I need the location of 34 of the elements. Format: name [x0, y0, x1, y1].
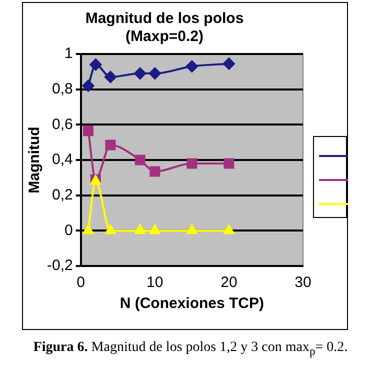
text: Figura 6. Magnitud de los polos 1,2 y 3 con max$_{p}$= 0.2. [32, 340, 349, 358]
y-tick-label: 0 [64, 222, 73, 239]
point [104, 70, 116, 83]
point [150, 224, 160, 234]
point [150, 166, 160, 177]
point [224, 158, 234, 169]
point [222, 58, 235, 70]
point [90, 58, 102, 71]
point [186, 158, 198, 169]
point [105, 140, 116, 150]
x-axis-title: N (Conexiones TCP) [120, 295, 264, 312]
point [83, 126, 94, 136]
y-tick-label: 0,2 [52, 186, 73, 204]
point [134, 154, 146, 166]
x-tick-label: 20 [220, 274, 238, 292]
point [148, 67, 161, 80]
point [82, 224, 94, 234]
y-tick-label: -0,2 [46, 257, 73, 274]
point [105, 224, 116, 234]
chart-title: Magnitud de los polos (Maxp=0.2) [85, 10, 244, 46]
y-tick-label: 0,6 [52, 116, 73, 133]
point [186, 60, 198, 72]
point [134, 224, 146, 234]
point [224, 224, 234, 234]
point [82, 80, 94, 92]
x-tick-label: 30 [294, 274, 312, 292]
point [186, 224, 198, 234]
y-tick-label: 0,4 [52, 151, 73, 168]
y-axis-title: Magnitud [26, 126, 44, 194]
x-tick-label: 10 [146, 274, 164, 292]
y-tick-label: 0,8 [52, 80, 73, 98]
y-tick-label: 1 [64, 45, 73, 62]
point [134, 67, 146, 80]
x-tick-label: 0 [76, 274, 86, 292]
